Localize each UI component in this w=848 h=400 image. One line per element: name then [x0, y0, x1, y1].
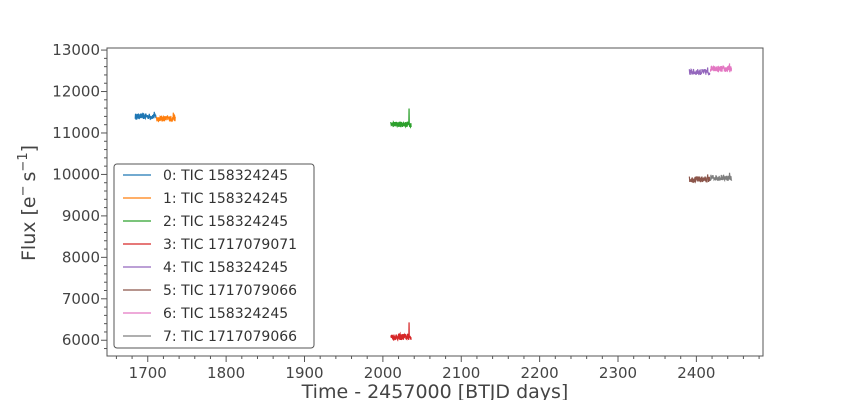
legend-label-1: 1: TIC 158324245	[163, 191, 288, 207]
y-axis-title: Flux [e− s−1]	[16, 145, 40, 261]
x-tick-label: 2000	[364, 364, 402, 382]
legend-label-2: 2: TIC 158324245	[163, 214, 288, 230]
y-tick-label: 10000	[52, 165, 100, 183]
y-axis-title-sup2: −1	[16, 152, 31, 171]
x-tick-label: 2100	[442, 364, 480, 382]
series-5-line	[688, 174, 711, 184]
x-tick-label: 1800	[207, 364, 245, 382]
legend: 0: TIC 158324245 1: TIC 158324245 2: TIC 1…	[113, 163, 315, 349]
x-tick-label: 2400	[677, 364, 715, 382]
series-0-line	[134, 111, 157, 121]
x-tick-label: 2300	[599, 364, 637, 382]
y-axis-title-base: Flux [e	[18, 196, 40, 261]
y-tick-label: 11000	[52, 124, 100, 142]
series-1-line	[155, 112, 176, 123]
series-4-line	[688, 67, 711, 77]
legend-label-5: 5: TIC 1717079066	[163, 283, 297, 299]
y-axis-title-sup1: −	[16, 185, 31, 196]
x-axis-title: Time - 2457000 [BTJD days]	[301, 381, 569, 400]
y-axis-title-mid: s	[18, 172, 40, 182]
legend-label-7: 7: TIC 1717079066	[163, 329, 297, 345]
y-tick-label: 7000	[62, 290, 100, 308]
legend-items: 0: TIC 158324245 1: TIC 158324245 2: TIC 1…	[123, 168, 297, 345]
legend-box	[113, 163, 315, 349]
legend-label-0: 0: TIC 158324245	[163, 168, 288, 184]
y-tick-label: 12000	[52, 83, 100, 101]
legend-label-6: 6: TIC 158324245	[163, 306, 288, 322]
y-tick-label: 6000	[62, 331, 100, 349]
series-2-line	[390, 108, 412, 129]
series-layer	[134, 63, 733, 342]
plot-frame	[106, 47, 764, 357]
x-tick-label: 1900	[285, 364, 323, 382]
series-3-line	[390, 322, 412, 342]
x-tick-label: 1700	[129, 364, 167, 382]
legend-label-3: 3: TIC 1717079071	[163, 237, 297, 253]
y-tick-label: 13000	[52, 41, 100, 59]
y-axis-title-end: ]	[18, 145, 40, 152]
y-tick-label: 9000	[62, 207, 100, 225]
legend-label-4: 4: TIC 158324245	[163, 260, 288, 276]
series-7-line	[709, 172, 733, 183]
ticks-layer: 1700 1800 1900 2000 2100 2200 2300 2400 6000 7000…	[52, 41, 760, 382]
y-tick-label: 8000	[62, 248, 100, 266]
x-tick-label: 2200	[521, 364, 559, 382]
series-6-line	[709, 63, 733, 73]
